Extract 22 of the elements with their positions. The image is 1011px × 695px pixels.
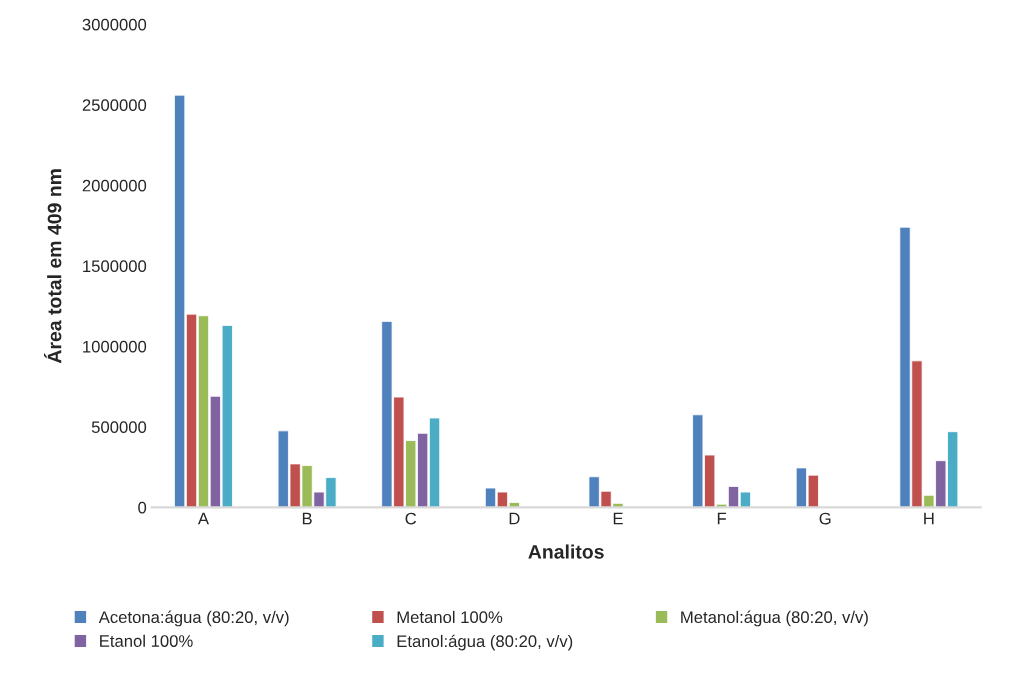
x-tick-label: C [405, 512, 417, 525]
x-tick-label: A [197, 512, 209, 525]
x-axis-title: Analitos [528, 544, 604, 559]
legend-label: Etanol 100% [100, 634, 193, 647]
y-tick-label: 2500000 [82, 99, 147, 112]
x-tick-label: H [924, 512, 934, 525]
y-tick-label: 3000000 [82, 18, 147, 31]
y-tick-label: 1000000 [83, 340, 147, 353]
y-tick-label: 1500000 [83, 260, 147, 273]
y-tick-label: 500000 [91, 421, 147, 434]
legend-label: Etanol:água (80:20, v/v) [397, 634, 573, 651]
x-tick-label: G [819, 512, 831, 525]
legend-label: Metanol:água (80:20, v/v) [681, 610, 868, 627]
legend-label: Metanol 100% [397, 610, 503, 624]
x-tick-label: F [717, 512, 727, 525]
x-tick-label: E [613, 512, 623, 525]
y-axis-title: Área total em 409 nm [43, 169, 62, 364]
x-tick-label: D [509, 512, 520, 525]
y-tick-label: 0 [138, 501, 147, 514]
legend-label: Acetona:água (80:20, v/v) [98, 610, 289, 627]
y-tick-label: 2000000 [82, 179, 147, 192]
x-tick-label: B [302, 512, 312, 525]
